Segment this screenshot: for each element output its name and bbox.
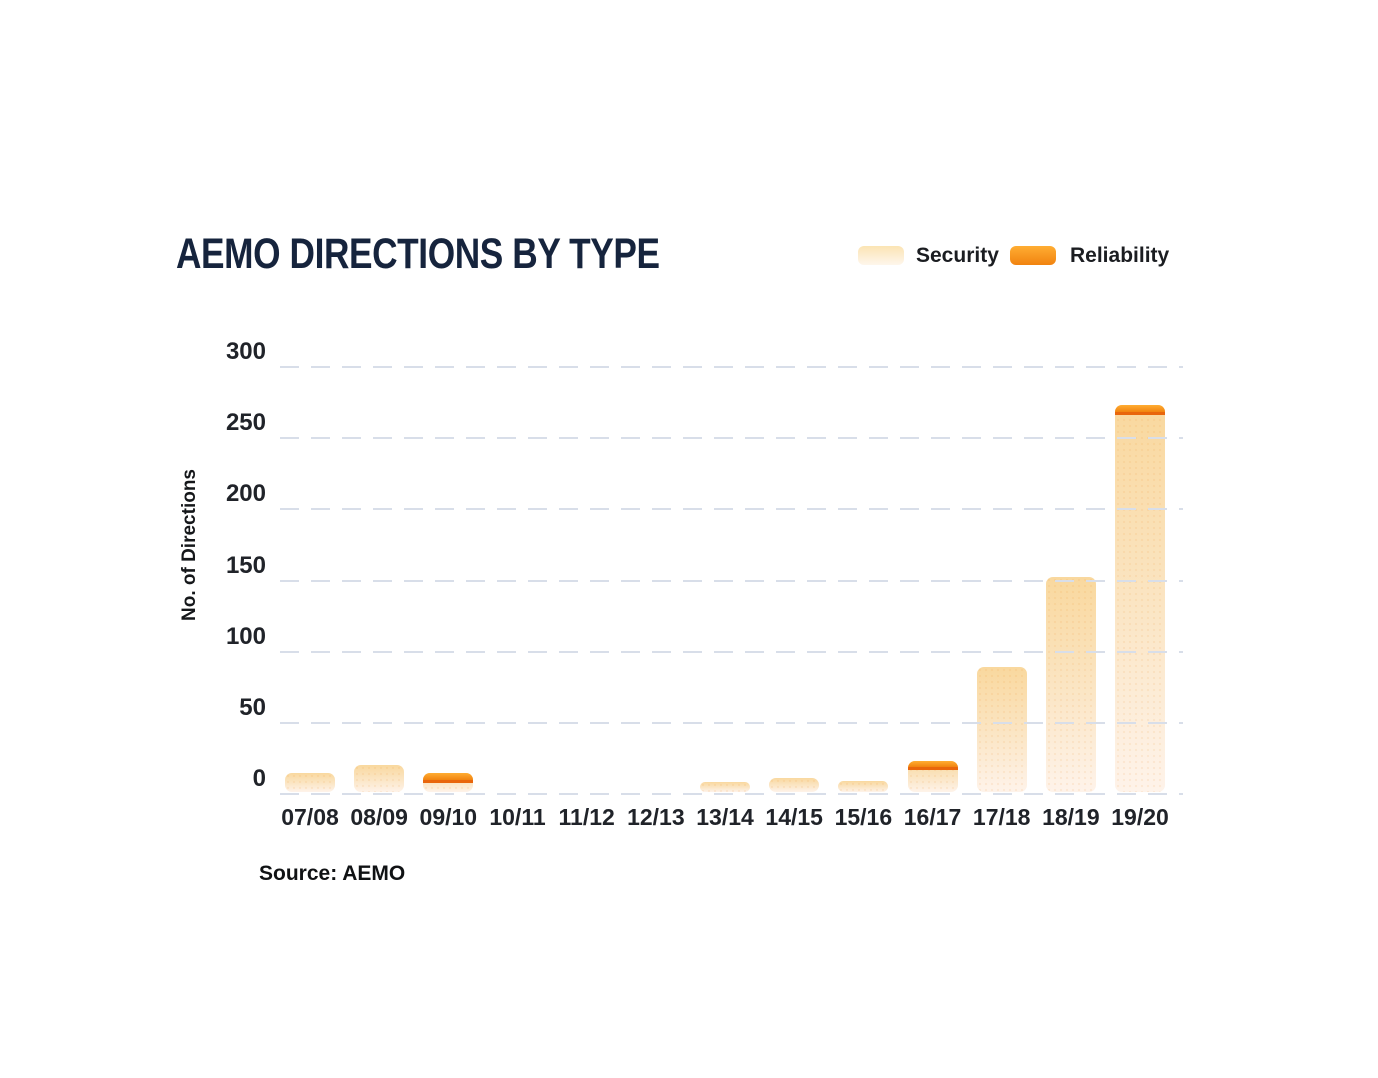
bar-07-08 [285, 773, 335, 792]
y-tick-label-50: 50 [239, 693, 266, 721]
x-tick-label-13-14: 13/14 [696, 804, 754, 830]
x-tick-label-08-09: 08/09 [350, 804, 408, 830]
bar-texture [1115, 405, 1166, 792]
y-tick-label-250: 250 [225, 409, 266, 437]
y-tick-label-150: 150 [225, 551, 266, 579]
x-tick-label-18-19: 18/19 [1042, 804, 1100, 830]
x-tick-label-09-10: 09/10 [419, 804, 478, 830]
chart-title: AEMO DIRECTIONS BY TYPE [176, 230, 660, 278]
bar-reliability-segment [423, 773, 474, 783]
bar-texture [976, 667, 1027, 792]
gridline-0 [280, 793, 1183, 795]
gridline-250 [280, 437, 1183, 440]
bar-texture [838, 781, 889, 792]
y-tick-label-0: 0 [252, 765, 266, 792]
gridline-100 [280, 650, 1183, 653]
x-tick-label-10-11: 10/11 [489, 804, 546, 830]
bar-14-15 [769, 778, 820, 792]
bar-texture [1045, 577, 1096, 792]
bar-19-20 [1115, 405, 1166, 792]
bar-texture [354, 765, 405, 792]
source-note: Source: AEMO [259, 862, 406, 885]
bar-18-19 [1045, 577, 1096, 792]
bar-13-14 [700, 782, 751, 792]
bar-texture [769, 778, 820, 792]
gridline-50 [280, 721, 1183, 724]
bar-16-17 [907, 761, 958, 792]
gridline-150 [280, 579, 1183, 582]
x-tick-label-07-08: 07/08 [281, 804, 339, 830]
bar-15-16 [838, 781, 889, 792]
bar-texture [285, 773, 335, 792]
y-tick-label-200: 200 [225, 480, 266, 508]
x-tick-label-19-20: 19/20 [1111, 804, 1169, 830]
bar-08-09 [354, 765, 405, 792]
bar-09-10 [423, 773, 474, 792]
gridline-300 [280, 366, 1183, 368]
bar-texture [700, 782, 751, 792]
bar-reliability-segment [907, 761, 958, 770]
bar-17-18 [976, 667, 1027, 792]
x-tick-label-16-17: 16/17 [903, 804, 962, 830]
x-tick-label-12-13: 12/13 [627, 804, 685, 830]
x-tick-label-11-12: 11/12 [558, 804, 615, 830]
x-tick-label-15-16: 15/16 [834, 804, 893, 830]
y-tick-label-300: 300 [225, 338, 266, 365]
y-tick-label-100: 100 [225, 622, 266, 650]
gridline-200 [280, 508, 1183, 511]
x-tick-label-14-15: 14/15 [765, 804, 823, 830]
bar-reliability-segment [1115, 405, 1166, 415]
x-tick-label-17-18: 17/18 [972, 804, 1031, 830]
